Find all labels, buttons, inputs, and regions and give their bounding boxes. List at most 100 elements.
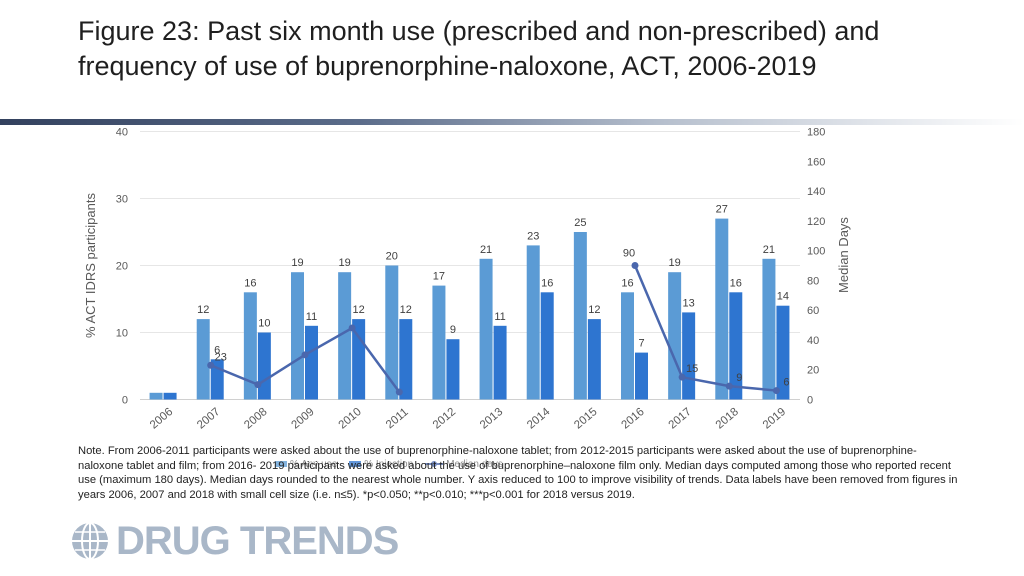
x-tick-label: 2016 — [619, 406, 646, 432]
data-label-injection: 7 — [638, 338, 644, 350]
median-days-point — [678, 373, 686, 381]
data-label-median-days: 6 — [783, 377, 789, 389]
data-label-injection: 12 — [588, 304, 600, 316]
y2-tick-label: 40 — [807, 335, 819, 347]
chart-title: Figure 23: Past six month use (prescribe… — [78, 16, 880, 81]
bar-injection — [682, 312, 696, 400]
bar-injection — [493, 325, 507, 400]
y-tick-label: 30 — [116, 194, 128, 206]
data-label-any-use: 16 — [244, 277, 256, 289]
chart-legend: % Any use % Injection Median days — [275, 457, 503, 471]
legend-swatch-median-days — [425, 461, 444, 467]
y-axis-title: % ACT IDRS participants — [83, 193, 98, 338]
data-label-injection: 12 — [400, 304, 412, 316]
y2-axis-title: Median Days — [836, 217, 851, 293]
x-tick-label: 2007 — [195, 406, 222, 432]
bar-injection — [587, 319, 601, 400]
median-days-point — [348, 324, 356, 332]
data-label-median-days: 15 — [686, 363, 698, 375]
globe-icon — [72, 522, 108, 560]
data-label-injection: 9 — [450, 324, 456, 336]
legend-item-any-use: % Any use — [275, 457, 337, 471]
x-tick-label: 2011 — [384, 406, 411, 431]
data-label-median-days: 23 — [215, 351, 227, 363]
median-days-point — [631, 262, 639, 269]
bar-any-use — [291, 272, 304, 400]
drug-trends-logo: DRUG TRENDS — [70, 519, 399, 563]
data-label-any-use: 27 — [716, 204, 728, 216]
data-label-any-use: 21 — [763, 244, 775, 256]
data-label-any-use: 12 — [197, 304, 209, 316]
x-tick-label: 2014 — [525, 405, 553, 431]
data-label-any-use: 19 — [669, 257, 681, 269]
x-tick-label: 2009 — [289, 406, 316, 432]
bar-any-use — [385, 265, 399, 400]
bar-any-use — [526, 245, 540, 400]
data-label-injection: 6 — [214, 344, 220, 356]
bar-any-use — [762, 258, 776, 400]
bar-injection — [776, 305, 790, 400]
bar-any-use — [668, 272, 682, 400]
bar-any-use — [338, 272, 352, 400]
data-label-median-days: 9 — [736, 372, 742, 384]
bar-injection — [540, 292, 554, 400]
bar-injection — [729, 292, 743, 400]
x-tick-label: 2015 — [572, 406, 599, 432]
x-tick-label: 2010 — [337, 406, 364, 432]
x-tick-label: 2017 — [667, 406, 694, 432]
title-divider — [0, 119, 1024, 125]
data-label-any-use: 16 — [621, 277, 633, 289]
y2-tick-label: 80 — [807, 275, 819, 287]
data-label-injection: 12 — [353, 304, 365, 316]
bar-injection — [446, 339, 460, 400]
data-label-any-use: 19 — [291, 257, 303, 269]
data-label-injection: 13 — [683, 297, 695, 309]
median-days-line — [633, 265, 777, 392]
legend-label-any-use: % Any use — [290, 458, 338, 470]
legend-item-injection: % Injection — [349, 457, 413, 471]
data-label-any-use: 21 — [480, 244, 492, 256]
bar-injection — [257, 332, 271, 400]
x-tick-label: 2012 — [431, 406, 458, 432]
bar-any-use — [243, 292, 257, 400]
x-tick-label: 2019 — [761, 406, 788, 432]
data-label-median-days: 90 — [623, 248, 635, 260]
y2-tick-label: 140 — [807, 186, 825, 198]
data-label-any-use: 23 — [527, 230, 539, 242]
data-label-any-use: 20 — [386, 251, 398, 263]
bar-injection — [635, 352, 648, 400]
bar-any-use — [432, 285, 446, 400]
data-label-injection: 16 — [541, 277, 553, 289]
data-label-injection: 16 — [730, 277, 742, 289]
data-label-any-use: 19 — [339, 257, 351, 269]
bar-injection — [305, 325, 318, 400]
median-days-point — [207, 361, 215, 369]
legend-label-median-days: Median days — [446, 458, 503, 470]
legend-swatch-injection — [349, 461, 362, 467]
bar-any-use — [621, 292, 634, 400]
median-days-point — [395, 388, 403, 396]
chart-note: Note. From 2006-2011 participants were a… — [78, 445, 958, 501]
y2-tick-label: 100 — [807, 246, 825, 258]
logo-text: DRUG TRENDS — [116, 519, 399, 563]
y2-tick-label: 180 — [807, 127, 825, 139]
data-label-any-use: 25 — [574, 217, 586, 229]
median-days-point — [772, 387, 780, 395]
chart: 0 10 20 30 40 0 20 40 60 80 100 120 140 160 180 % ACT I… — [83, 127, 851, 432]
y2-tick-label: 60 — [807, 305, 819, 317]
data-label-injection: 14 — [777, 291, 789, 303]
bar-any-use — [149, 392, 163, 400]
y2-tick-label: 120 — [807, 216, 825, 228]
median-days-point — [254, 381, 262, 389]
x-tick-label: 2008 — [242, 406, 269, 432]
data-label-any-use: 17 — [433, 271, 445, 283]
x-tick-label: 2013 — [478, 406, 505, 432]
median-days-point — [725, 382, 733, 390]
legend-label-injection: % Injection — [364, 458, 414, 470]
bar-any-use — [196, 319, 210, 400]
y-tick-label: 20 — [116, 261, 128, 273]
y-tick-label: 40 — [116, 127, 128, 139]
bar-any-use — [715, 218, 729, 400]
bar-injection — [399, 319, 413, 400]
data-label-injection: 11 — [494, 311, 505, 323]
